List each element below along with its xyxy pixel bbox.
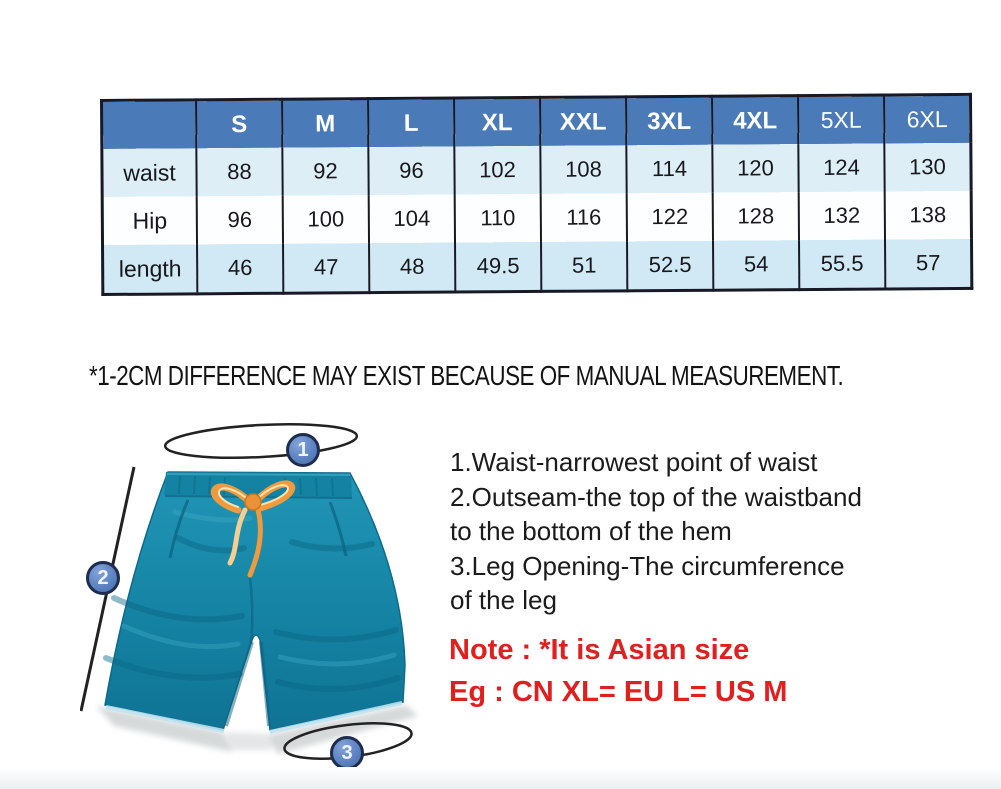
guide-line-waist: 1.Waist-narrowest point of waist bbox=[450, 447, 818, 477]
waist-measure-ellipse bbox=[163, 423, 359, 459]
waist-cell: 108 bbox=[540, 145, 627, 194]
waist-cell: 124 bbox=[798, 143, 885, 193]
table-corner-cell bbox=[101, 99, 197, 149]
size-column-header-s: S bbox=[196, 99, 283, 149]
table-row-length: length 46 47 48 49.5 51 52.5 54 55.5 57 bbox=[102, 238, 972, 295]
size-table: S M L XL XXL 3XL 4XL 5XL 6XL waist 88 92… bbox=[100, 92, 974, 296]
length-cell: 55.5 bbox=[799, 239, 886, 290]
hem-trim bbox=[105, 701, 403, 734]
size-column-header-4xl: 4XL bbox=[711, 95, 799, 145]
length-cell: 52.5 bbox=[627, 240, 714, 291]
shorts-body bbox=[104, 471, 406, 731]
length-cell: 54 bbox=[713, 240, 800, 291]
hip-cell: 104 bbox=[368, 194, 456, 244]
length-cell: 51 bbox=[541, 241, 628, 292]
size-table-header-row: S M L XL XXL 3XL 4XL 5XL 6XL bbox=[101, 94, 971, 149]
guide-line-outseam-cont: to the bottom of the hem bbox=[450, 516, 732, 547]
measuring-guide: 1.Waist-narrowest point of waist 2.Outse… bbox=[450, 445, 862, 618]
hip-cell: 132 bbox=[798, 191, 886, 241]
hip-cell: 128 bbox=[712, 192, 800, 241]
waist-cell: 92 bbox=[282, 147, 369, 196]
length-cell: 47 bbox=[283, 243, 370, 294]
waist-cell: 130 bbox=[884, 142, 972, 192]
table-row-hip: Hip 96 100 104 110 116 122 128 132 138 bbox=[102, 190, 972, 245]
row-label-length: length bbox=[118, 254, 182, 282]
size-column-header-l: L bbox=[368, 98, 455, 148]
guide-line-leg-cont: of the leg bbox=[450, 585, 557, 616]
row-label-waist: waist bbox=[123, 158, 176, 186]
size-column-header-5xl: 5XL bbox=[797, 95, 885, 145]
row-label-hip: Hip bbox=[132, 207, 168, 234]
callout-badge-leg-opening: 3 bbox=[330, 736, 364, 770]
hip-cell: 116 bbox=[540, 193, 628, 242]
size-table-container: S M L XL XXL 3XL 4XL 5XL 6XL waist 88 92… bbox=[100, 92, 974, 296]
hip-cell: 138 bbox=[884, 190, 972, 240]
waist-cell: 114 bbox=[626, 144, 713, 194]
guide-line-leg-opening: 3.Leg Opening-The circumference bbox=[450, 550, 845, 581]
bottom-shade bbox=[0, 767, 1001, 789]
shorts-shadow bbox=[96, 705, 418, 754]
table-row-waist: waist 88 92 96 102 108 114 120 124 130 bbox=[101, 142, 972, 197]
guide-line-outseam: 2.Outseam-the top of the waistband bbox=[450, 481, 862, 512]
seams bbox=[168, 499, 348, 727]
shorts-illustration bbox=[80, 423, 418, 760]
note-line-1: Note : *It is Asian size bbox=[449, 634, 750, 666]
waist-cell: 102 bbox=[454, 145, 541, 195]
waist-cell: 96 bbox=[368, 146, 455, 196]
size-column-header-xxl: XXL bbox=[539, 96, 627, 146]
size-column-header-m: M bbox=[282, 98, 369, 148]
length-cell: 57 bbox=[885, 238, 972, 290]
callout-badge-waist: 1 bbox=[286, 433, 320, 467]
waist-cell: 88 bbox=[196, 147, 283, 197]
size-column-header-6xl: 6XL bbox=[883, 94, 971, 144]
size-column-header-xl: XL bbox=[454, 97, 541, 147]
length-cell: 48 bbox=[369, 242, 456, 293]
asian-size-note: Note : *It is Asian size Eg : CN XL= EU … bbox=[449, 629, 787, 713]
drawstring bbox=[210, 480, 296, 578]
hip-cell: 122 bbox=[626, 192, 714, 242]
hip-cell: 96 bbox=[196, 195, 284, 245]
measurement-disclaimer: *1-2CM DIFFERENCE MAY EXIST BECAUSE OF M… bbox=[89, 360, 844, 391]
size-column-header-3xl: 3XL bbox=[625, 96, 713, 146]
waist-cell: 120 bbox=[712, 144, 799, 193]
hip-cell: 100 bbox=[282, 195, 370, 244]
callout-badge-outseam: 2 bbox=[86, 561, 120, 595]
hip-cell: 110 bbox=[454, 193, 542, 243]
fold-shadows bbox=[103, 535, 401, 693]
length-cell: 46 bbox=[197, 243, 284, 294]
note-line-2: Eg : CN XL= EU L= US M bbox=[449, 676, 788, 708]
length-cell: 49.5 bbox=[455, 241, 542, 293]
